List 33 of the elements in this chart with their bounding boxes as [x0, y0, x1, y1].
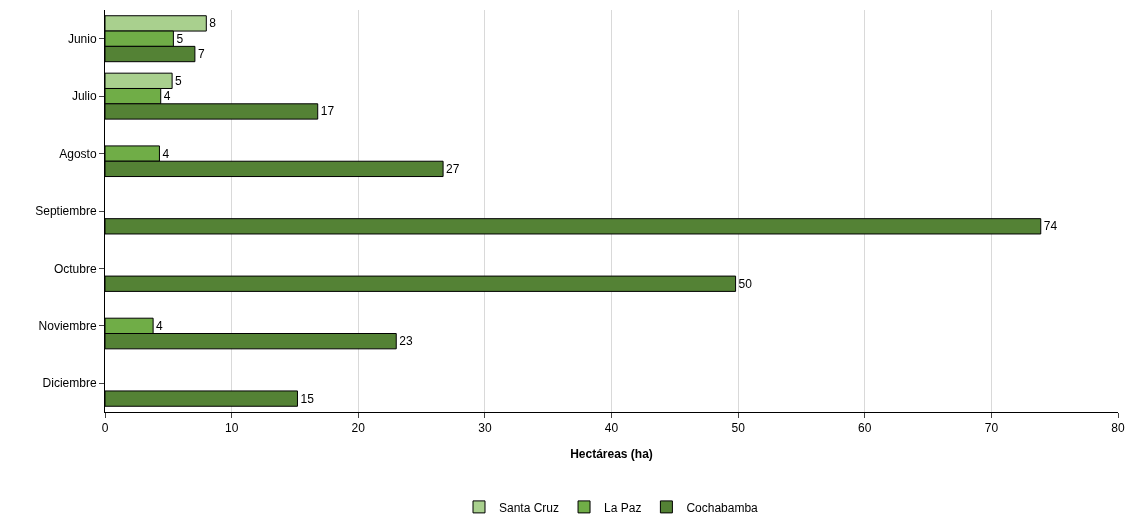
data-label: 5	[175, 73, 183, 88]
x-tick-label: 70	[984, 421, 999, 436]
y-tick-label: Diciembre	[42, 376, 97, 391]
data-label: 4	[162, 146, 170, 161]
x-tick-label: 50	[731, 421, 746, 436]
legend-label: La Paz	[604, 500, 642, 515]
data-label: 4	[163, 89, 171, 104]
data-label: 8	[209, 16, 217, 31]
data-label: 15	[300, 391, 315, 406]
data-label: 50	[738, 276, 753, 291]
legend-label: Cochabamba	[686, 500, 759, 515]
x-tick-label: 0	[101, 421, 109, 436]
data-label: 74	[1043, 219, 1058, 234]
y-tick-label: Agosto	[59, 146, 97, 161]
data-label: 7	[197, 47, 205, 62]
y-tick-label: Julio	[71, 89, 97, 104]
legend-label: Santa Cruz	[499, 500, 560, 515]
y-tick-label: Septiembre	[35, 204, 97, 219]
x-tick-label: 60	[858, 421, 872, 436]
y-tick-label: Junio	[67, 31, 97, 46]
x-tick-label: 10	[224, 421, 239, 436]
x-tick-label: 40	[604, 421, 619, 436]
x-tick-label: 20	[351, 421, 366, 436]
x-tick-label: 80	[1111, 421, 1125, 436]
y-tick-label: Noviembre	[38, 319, 97, 334]
x-tick-label: 30	[478, 421, 492, 436]
data-label: 27	[446, 161, 460, 176]
x-axis-title: Hectáreas (ha)	[570, 447, 653, 462]
data-label: 5	[176, 31, 184, 46]
data-label: 23	[399, 334, 413, 349]
y-tick-label: Octubre	[53, 261, 97, 276]
data-label: 17	[320, 104, 335, 119]
data-label: 4	[156, 318, 164, 333]
